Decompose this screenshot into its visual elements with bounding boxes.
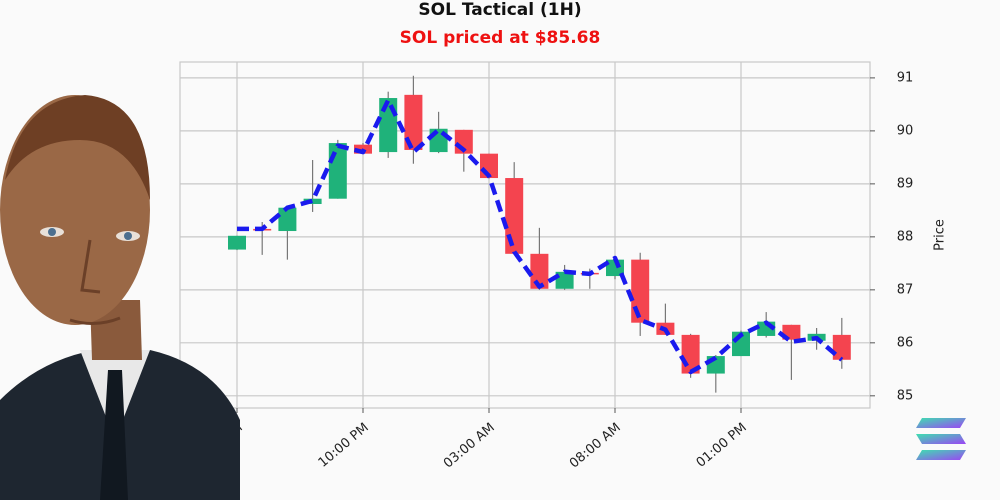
y-tick-label: 87	[897, 282, 914, 297]
y-tick-label: 89	[897, 176, 914, 191]
y-tick-label: 88	[897, 229, 914, 244]
candle-body	[303, 198, 322, 205]
candle-body	[631, 259, 650, 323]
candle-body	[404, 94, 423, 150]
y-tick-label: 86	[897, 335, 914, 350]
candle-body	[832, 334, 851, 360]
candle-body	[278, 207, 297, 232]
chart-subtitle: SOL priced at $85.68	[400, 28, 601, 48]
y-tick-label: 90	[897, 123, 914, 138]
plot-frame	[179, 61, 871, 409]
trend-line	[237, 97, 844, 375]
candle-body	[505, 178, 524, 254]
y-axis-label: Price	[933, 219, 948, 251]
candle-body	[328, 143, 347, 199]
y-tick-label: 91	[897, 70, 914, 85]
candle-body	[228, 235, 246, 250]
candle-body	[379, 98, 398, 153]
chart-title: SOL Tactical (1H)	[418, 0, 581, 20]
solana-logo	[916, 418, 966, 460]
candle-body	[530, 253, 549, 289]
y-tick-label: 85	[897, 388, 914, 403]
candle-body	[555, 271, 574, 289]
avatar	[0, 95, 240, 500]
